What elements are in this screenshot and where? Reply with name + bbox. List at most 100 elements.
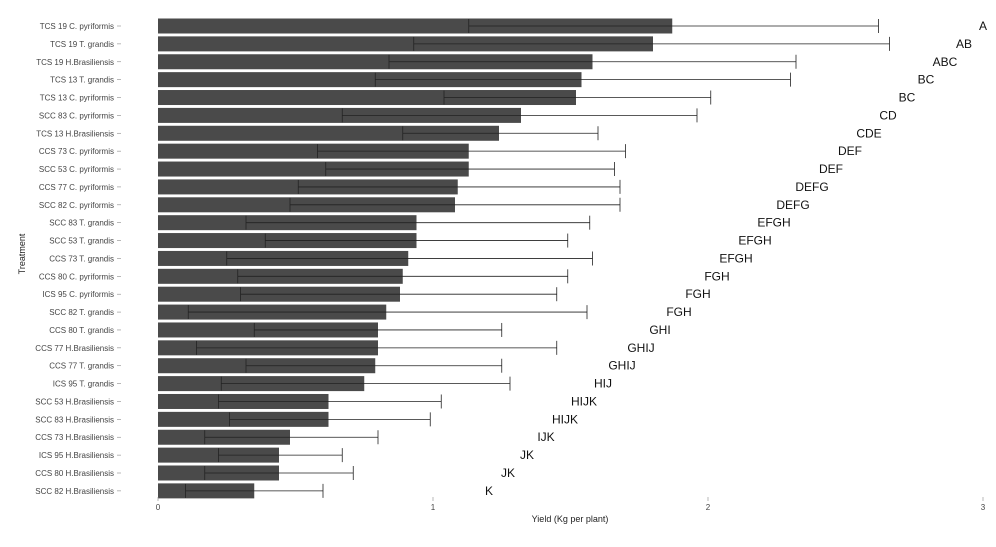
group-letter: ABC [933, 55, 958, 69]
y-tick-label: TCS 13 C. pyriformis [40, 94, 114, 103]
y-tick-label: CCS 77 T. grandis [49, 362, 114, 371]
y-tick-label: CCS 73 T. grandis [49, 254, 114, 263]
y-tick-label: SCC 82 C. pyriformis [39, 201, 114, 210]
y-tick-label: SCC 83 H.Brasiliensis [35, 415, 114, 424]
error-bar [226, 251, 593, 266]
error-bar [245, 215, 591, 230]
group-letter: GHI [649, 323, 670, 337]
error-bar [341, 108, 698, 123]
y-tick-label: SCC 53 T. grandis [49, 237, 114, 246]
x-axis: 0 1 2 3 [156, 497, 986, 512]
error-bar [218, 448, 343, 463]
group-letter: A [979, 19, 987, 33]
y-axis-title: Treatment [17, 233, 27, 274]
group-letter: GHIJ [608, 359, 635, 373]
error-bar [240, 287, 558, 302]
bar [158, 161, 469, 177]
group-letter: HIJ [594, 377, 612, 391]
bars-layer [158, 18, 673, 499]
y-tick-labels: TCS 19 C. pyriformis TCS 19 T. grandis TCS… [35, 22, 121, 496]
group-letter: EFGH [757, 216, 790, 230]
group-letter: DEF [819, 162, 843, 176]
error-bar [325, 162, 615, 177]
group-letter: HIJK [571, 394, 597, 408]
bar [158, 72, 582, 88]
y-tick-label: SCC 53 C. pyriformis [39, 165, 114, 174]
error-bar [187, 305, 588, 320]
group-letter: JK [520, 448, 534, 462]
group-letter: HIJK [552, 412, 578, 426]
group-letter: BC [899, 91, 916, 105]
error-bar [388, 54, 797, 69]
x-tick-label: 3 [981, 503, 986, 512]
group-letter: GHIJ [627, 341, 654, 355]
group-letter: EFGH [719, 251, 752, 265]
group-letter: BC [918, 73, 935, 87]
error-bar [237, 269, 569, 284]
y-tick-label: CCS 77 C. pyriformis [39, 183, 114, 192]
y-tick-label: CCS 80 T. grandis [49, 326, 114, 335]
x-tick-label: 0 [156, 503, 161, 512]
group-letter: DEFG [776, 198, 809, 212]
error-bar [443, 90, 712, 105]
bar [158, 54, 593, 70]
group-letter: FGH [666, 305, 691, 319]
error-bar [297, 179, 621, 194]
group-letter: FGH [704, 269, 729, 283]
group-letter: K [485, 484, 493, 498]
y-tick-label: CCS 73 C. pyriformis [39, 147, 114, 156]
bar [158, 90, 576, 106]
error-bar [374, 72, 791, 87]
error-bars-layer [185, 19, 890, 498]
y-tick-label: TCS 19 H.Brasiliensis [36, 58, 114, 67]
error-bar [220, 376, 511, 391]
group-letter: JK [501, 466, 515, 480]
y-tick-label: CCS 73 H.Brasiliensis [35, 433, 114, 442]
y-tick-label: ICS 95 C. pyriformis [42, 290, 114, 299]
error-bar [253, 322, 503, 337]
y-tick-label: SCC 83 T. grandis [49, 219, 114, 228]
group-letter: CD [879, 108, 897, 122]
y-tick-label: TCS 13 H.Brasiliensis [36, 129, 114, 138]
y-tick-label: ICS 95 H.Brasiliensis [39, 451, 114, 460]
error-bar [196, 340, 558, 355]
x-tick-label: 2 [706, 503, 711, 512]
error-bar [218, 394, 442, 409]
y-tick-label: CCS 80 C. pyriformis [39, 272, 114, 281]
error-bar [289, 197, 621, 212]
group-letter: DEFG [795, 180, 828, 194]
error-bar [402, 126, 599, 141]
y-tick-label: TCS 13 T. grandis [50, 76, 114, 85]
bar [158, 125, 499, 141]
group-letter: IJK [537, 430, 554, 444]
bar [158, 107, 521, 123]
y-tick-label: SCC 82 H.Brasiliensis [35, 487, 114, 496]
bar [158, 143, 469, 159]
bar [158, 36, 653, 52]
group-letter: CDE [856, 126, 881, 140]
group-letter: FGH [685, 287, 710, 301]
group-letter: AB [956, 37, 972, 51]
y-tick-label: ICS 95 T. grandis [53, 380, 114, 389]
error-bar [245, 358, 503, 373]
y-tick-label: SCC 83 C. pyriformis [39, 111, 114, 120]
bar [158, 18, 673, 34]
error-bar [204, 466, 354, 480]
y-tick-label: SCC 82 T. grandis [49, 308, 114, 317]
error-bar [468, 19, 879, 33]
y-tick-label: TCS 19 C. pyriformis [40, 22, 114, 31]
group-letter: DEF [838, 144, 862, 158]
group-letters-layer: AABABCBCBCCDCDEDEFDEFDEFGDEFGEFGHEFGHEFG… [485, 19, 987, 498]
error-bar [413, 36, 890, 51]
error-bar [204, 430, 379, 445]
y-tick-label: SCC 53 H.Brasiliensis [35, 397, 114, 406]
y-tick-label: CCS 80 H.Brasiliensis [35, 469, 114, 478]
group-letter: EFGH [738, 234, 771, 248]
x-axis-title: Yield (Kg per plant) [532, 514, 609, 524]
x-tick-label: 1 [431, 503, 436, 512]
error-bar [264, 233, 569, 248]
error-bar [229, 412, 431, 427]
error-bar [317, 144, 626, 159]
